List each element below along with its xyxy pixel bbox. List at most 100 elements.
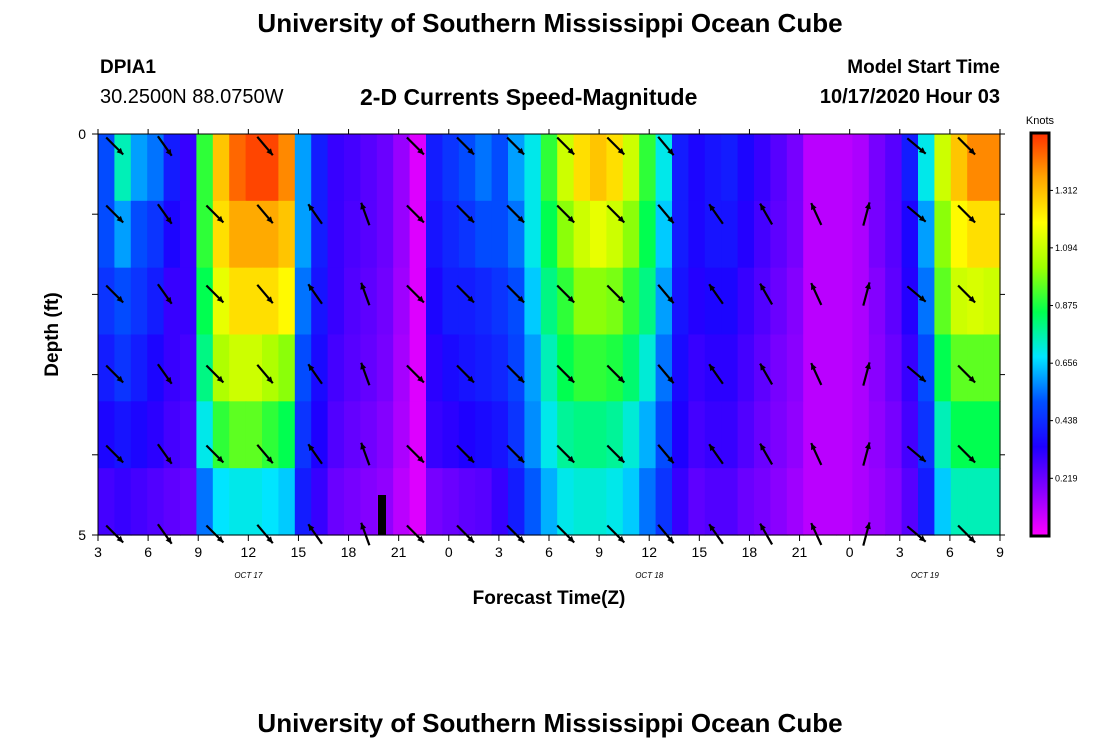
heatmap-cell bbox=[737, 468, 755, 536]
heatmap-cell bbox=[245, 401, 263, 469]
arrow-head bbox=[467, 375, 474, 383]
arrow-head bbox=[811, 283, 817, 291]
heatmap-cell bbox=[196, 134, 214, 202]
current-arrow bbox=[862, 282, 871, 306]
x-tick-label: 9 bbox=[194, 544, 202, 560]
heatmap-cell bbox=[229, 468, 247, 536]
arrow-head bbox=[116, 375, 124, 383]
now-marker bbox=[378, 495, 386, 535]
arrow-head bbox=[918, 535, 926, 542]
x-tick-label: 6 bbox=[946, 544, 954, 560]
x-tick-label: 15 bbox=[291, 544, 307, 560]
heatmap-cell bbox=[540, 267, 558, 336]
heatmap-cell bbox=[524, 134, 542, 202]
arrow-head bbox=[864, 202, 871, 210]
current-arrow bbox=[205, 524, 225, 544]
heatmap-cell bbox=[327, 468, 345, 536]
heatmap-cell bbox=[721, 334, 739, 402]
heatmap-cell bbox=[114, 401, 132, 469]
heatmap-cell bbox=[934, 134, 952, 202]
current-arrow bbox=[205, 284, 225, 304]
current-arrow bbox=[105, 444, 124, 464]
heatmap-cell bbox=[98, 134, 115, 202]
heatmap-cell bbox=[918, 401, 935, 469]
heatmap-cell bbox=[426, 401, 443, 469]
heatmap-cell bbox=[376, 200, 394, 269]
current-arrow bbox=[307, 523, 323, 545]
x-tick-label: 18 bbox=[742, 544, 758, 560]
heatmap-cell bbox=[721, 134, 739, 202]
heatmap-cell bbox=[934, 200, 952, 269]
current-arrow bbox=[606, 444, 626, 464]
heatmap-cell bbox=[409, 468, 427, 536]
current-arrow bbox=[957, 444, 976, 464]
current-arrow bbox=[506, 444, 525, 464]
heatmap-cell bbox=[130, 200, 148, 269]
x-tick-label: 0 bbox=[445, 544, 453, 560]
y-axis: 05 bbox=[78, 126, 1005, 543]
heatmap-cell bbox=[590, 468, 607, 536]
heatmap-cell bbox=[918, 468, 935, 536]
current-arrow bbox=[406, 284, 425, 304]
heatmap-cell bbox=[212, 401, 230, 469]
heatmap-cell bbox=[344, 401, 361, 469]
heatmap-cell bbox=[196, 334, 214, 402]
model-start-label: Model Start Time bbox=[847, 57, 1000, 78]
heatmap-cell bbox=[737, 401, 755, 469]
arrow-head bbox=[467, 455, 474, 463]
heatmap-cell bbox=[130, 401, 148, 469]
arrow-head bbox=[417, 215, 424, 223]
heatmap-cell bbox=[327, 267, 345, 336]
heatmap-cell bbox=[573, 134, 591, 202]
heatmap-cell bbox=[491, 334, 509, 402]
current-arrow bbox=[957, 364, 976, 384]
arrow-head bbox=[165, 536, 172, 544]
arrow-head bbox=[360, 282, 367, 290]
heatmap-cell bbox=[98, 267, 115, 336]
heatmap-cell bbox=[147, 267, 165, 336]
heatmap-cell bbox=[458, 267, 476, 336]
arrow-head bbox=[968, 147, 976, 155]
current-arrow bbox=[657, 284, 675, 304]
heatmap-cell bbox=[901, 134, 919, 202]
heatmap-cell bbox=[262, 468, 279, 536]
current-arrow bbox=[406, 364, 425, 384]
heatmap-cell bbox=[672, 401, 689, 469]
heatmap-cell bbox=[442, 200, 460, 269]
x-axis-label: Forecast Time(Z) bbox=[473, 588, 626, 609]
heatmap-cell bbox=[393, 334, 411, 402]
current-arrow bbox=[406, 136, 425, 156]
heatmap-cell bbox=[393, 134, 411, 202]
arrow-head bbox=[517, 455, 525, 463]
heatmap-cell bbox=[803, 134, 821, 202]
heatmap-cell bbox=[885, 134, 903, 202]
arrow-head bbox=[308, 364, 315, 372]
heatmap-cell bbox=[229, 334, 247, 402]
heatmap-cell bbox=[868, 200, 886, 269]
heatmap-cell bbox=[901, 468, 919, 536]
current-arrow bbox=[759, 523, 774, 545]
heatmap-cell bbox=[458, 401, 476, 469]
current-arrow bbox=[862, 362, 871, 386]
arrow-head bbox=[667, 296, 674, 304]
heatmap-cell bbox=[475, 267, 493, 336]
heatmap-cell bbox=[294, 401, 312, 469]
y-tick-label: 5 bbox=[78, 527, 86, 543]
heatmap-cell bbox=[524, 401, 542, 469]
arrow-head bbox=[467, 535, 474, 543]
heatmap-cell bbox=[311, 401, 329, 469]
arrow-head bbox=[266, 456, 273, 464]
heatmap-cell bbox=[836, 200, 853, 269]
heatmap-cell bbox=[737, 134, 755, 202]
heatmap-cell bbox=[130, 468, 148, 536]
heatmap-cell bbox=[212, 468, 230, 536]
current-arrow bbox=[105, 524, 124, 544]
arrow-head bbox=[517, 375, 525, 383]
x-tick-label: 0 bbox=[846, 544, 854, 560]
arrow-head bbox=[709, 444, 716, 452]
x-axis: 3 6 9 12 15 18 21 0 3 6 9 12 15 18 21 0 3 6 9 OCT 17 OCT 18 O… bbox=[94, 129, 1004, 580]
heatmap-cell bbox=[540, 200, 558, 269]
heatmap-cell bbox=[508, 334, 525, 402]
heatmap-cell bbox=[393, 200, 411, 269]
heatmap-cell bbox=[819, 267, 837, 336]
